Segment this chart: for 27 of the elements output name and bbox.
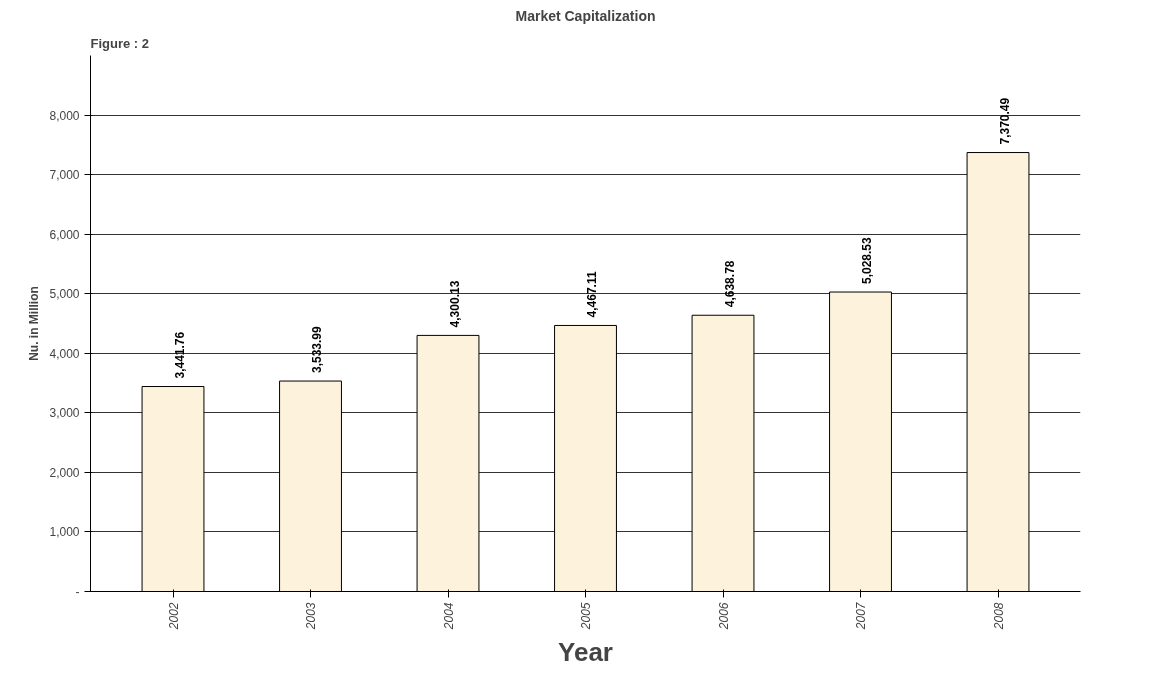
x-tick-label: 2006 bbox=[716, 602, 731, 631]
y-tick-label: 4,000 bbox=[49, 346, 80, 361]
data-label: 3,533.99 bbox=[310, 325, 324, 374]
chart-title: Market Capitalization bbox=[515, 7, 656, 24]
y-tick-label: 2,000 bbox=[49, 465, 80, 480]
y-tick-label: 5,000 bbox=[49, 287, 80, 302]
y-tick-label: 6,000 bbox=[49, 227, 80, 242]
x-tick-label: 2002 bbox=[166, 602, 181, 631]
x-tick-label: 2004 bbox=[441, 602, 456, 631]
data-label: 4,467.11 bbox=[585, 271, 599, 318]
y-axis-title: Nu. in Million bbox=[27, 286, 42, 361]
x-tick-label: 2003 bbox=[304, 602, 318, 631]
y-tick-label: 7,000 bbox=[49, 168, 80, 183]
data-label: 3,441.76 bbox=[172, 331, 187, 379]
data-label: 4,300.13 bbox=[447, 280, 462, 328]
data-label: 7,370.49 bbox=[997, 97, 1012, 145]
y-tick-label: 3,000 bbox=[49, 406, 80, 421]
text: Figure : 2 bbox=[90, 35, 150, 51]
x-tick-label: 2008 bbox=[991, 602, 1006, 631]
y-tick-label: - bbox=[75, 585, 80, 599]
x-axis-title: Year bbox=[558, 637, 613, 668]
data-label: 4,638.78 bbox=[722, 260, 737, 308]
data-label: 5,028.53 bbox=[860, 236, 874, 285]
x-tick-label: 2005 bbox=[579, 602, 593, 631]
x-tick-label: 2007 bbox=[854, 601, 868, 631]
y-tick-label: 8,000 bbox=[49, 108, 80, 123]
y-tick-label: 1,000 bbox=[49, 525, 80, 540]
